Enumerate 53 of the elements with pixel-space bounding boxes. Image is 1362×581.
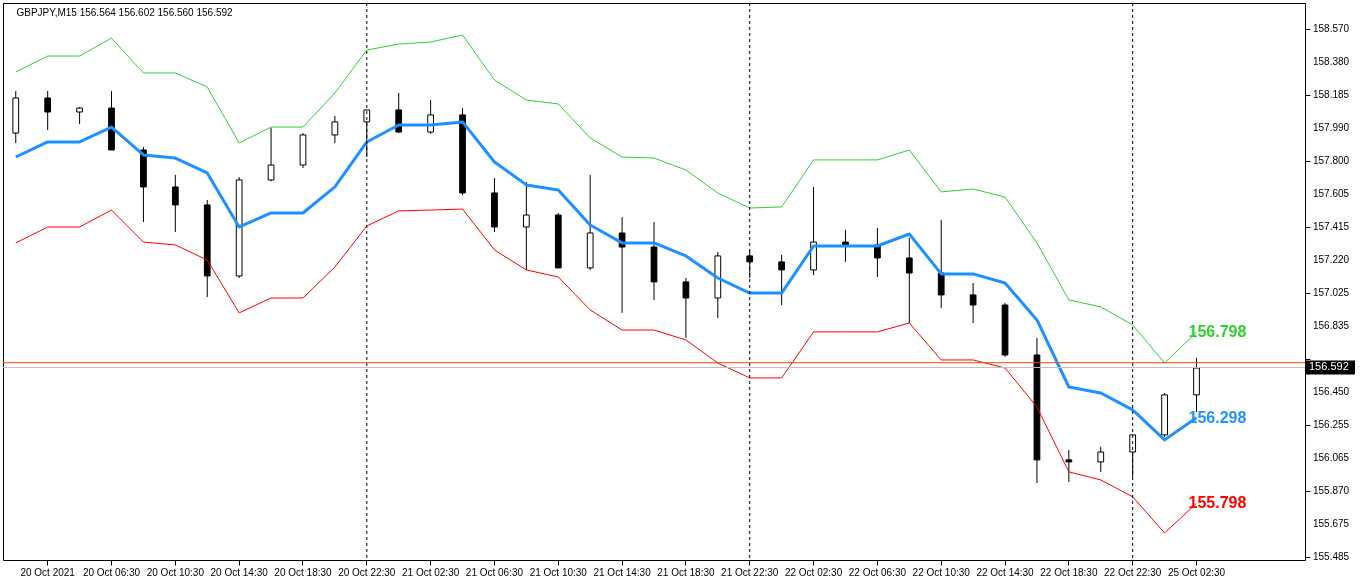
annotation: 156.298 — [1188, 408, 1247, 426]
x-tick-label: 20 Oct 10:30 — [146, 566, 205, 578]
x-tick-label: 21 Oct 02:30 — [401, 566, 460, 578]
y-tick-label: 157.415 — [1313, 220, 1350, 232]
x-tick-label: 20 Oct 14:30 — [210, 566, 269, 578]
x-tick-label: 20 Oct 2021 — [20, 566, 76, 578]
x-tick-label: 20 Oct 22:30 — [338, 566, 396, 578]
x-tick-label: 21 Oct 14:30 — [593, 566, 652, 578]
x-tick-label: 21 Oct 10:30 — [529, 566, 588, 578]
candlestick — [905, 237, 913, 324]
x-tick-label: 20 Oct 06:30 — [82, 566, 141, 578]
candlestick — [937, 219, 945, 309]
annotation: 155.798 — [1188, 494, 1247, 512]
candlestick — [778, 254, 786, 306]
y-tick-label: 155.675 — [1313, 518, 1350, 530]
x-tick-label: 21 Oct 22:30 — [721, 566, 779, 578]
chart-title: GBPJPY,M15 156.564 156.602 156.560 156.592 — [16, 6, 234, 18]
y-tick-label: 157.990 — [1313, 122, 1350, 134]
y-tick-label: 157.800 — [1313, 154, 1350, 166]
y-tick-label: 155.870 — [1313, 485, 1350, 497]
x-tick-label: 25 Oct 02:30 — [1167, 566, 1226, 578]
candlestick — [522, 181, 530, 271]
candlestick — [171, 174, 179, 233]
y-tick-label: 157.220 — [1313, 254, 1350, 266]
candlestick — [682, 277, 690, 339]
y-tick-label: 158.380 — [1313, 55, 1350, 67]
candlestick — [874, 227, 881, 278]
y-tick-label: 156.255 — [1313, 419, 1350, 431]
x-tick-label: 22 Oct 18:30 — [1040, 566, 1098, 578]
x-tick-label: 21 Oct 18:30 — [657, 566, 715, 578]
y-tick-label: 156.065 — [1313, 451, 1350, 463]
candlestick — [1065, 449, 1073, 483]
candlestick — [969, 282, 977, 324]
y-tick-label: 155.485 — [1313, 550, 1350, 562]
candlestick — [267, 127, 275, 182]
y-tick-label: 156.450 — [1313, 385, 1350, 397]
annotation: 156.798 — [1188, 323, 1247, 341]
x-tick-label: 22 Oct 22:30 — [1104, 566, 1162, 578]
x-tick-label: 22 Oct 14:30 — [976, 566, 1035, 578]
x-tick-label: 20 Oct 18:30 — [274, 566, 333, 578]
y-tick-label: 157.605 — [1313, 188, 1350, 200]
ref-line-label: 156.592 — [1309, 360, 1349, 373]
y-tick-label: 158.185 — [1313, 88, 1350, 100]
x-tick-label: 22 Oct 02:30 — [784, 566, 843, 578]
y-tick-label: 158.570 — [1313, 23, 1350, 35]
x-tick-label: 22 Oct 10:30 — [912, 566, 971, 578]
candlestick — [44, 90, 52, 131]
candlestick — [331, 115, 339, 144]
y-tick-label: 156.835 — [1313, 319, 1350, 331]
x-tick-label: 21 Oct 06:30 — [465, 566, 524, 578]
y-tick-label: 157.025 — [1313, 287, 1350, 299]
candlestick — [1097, 446, 1105, 473]
x-tick-label: 22 Oct 06:30 — [848, 566, 907, 578]
